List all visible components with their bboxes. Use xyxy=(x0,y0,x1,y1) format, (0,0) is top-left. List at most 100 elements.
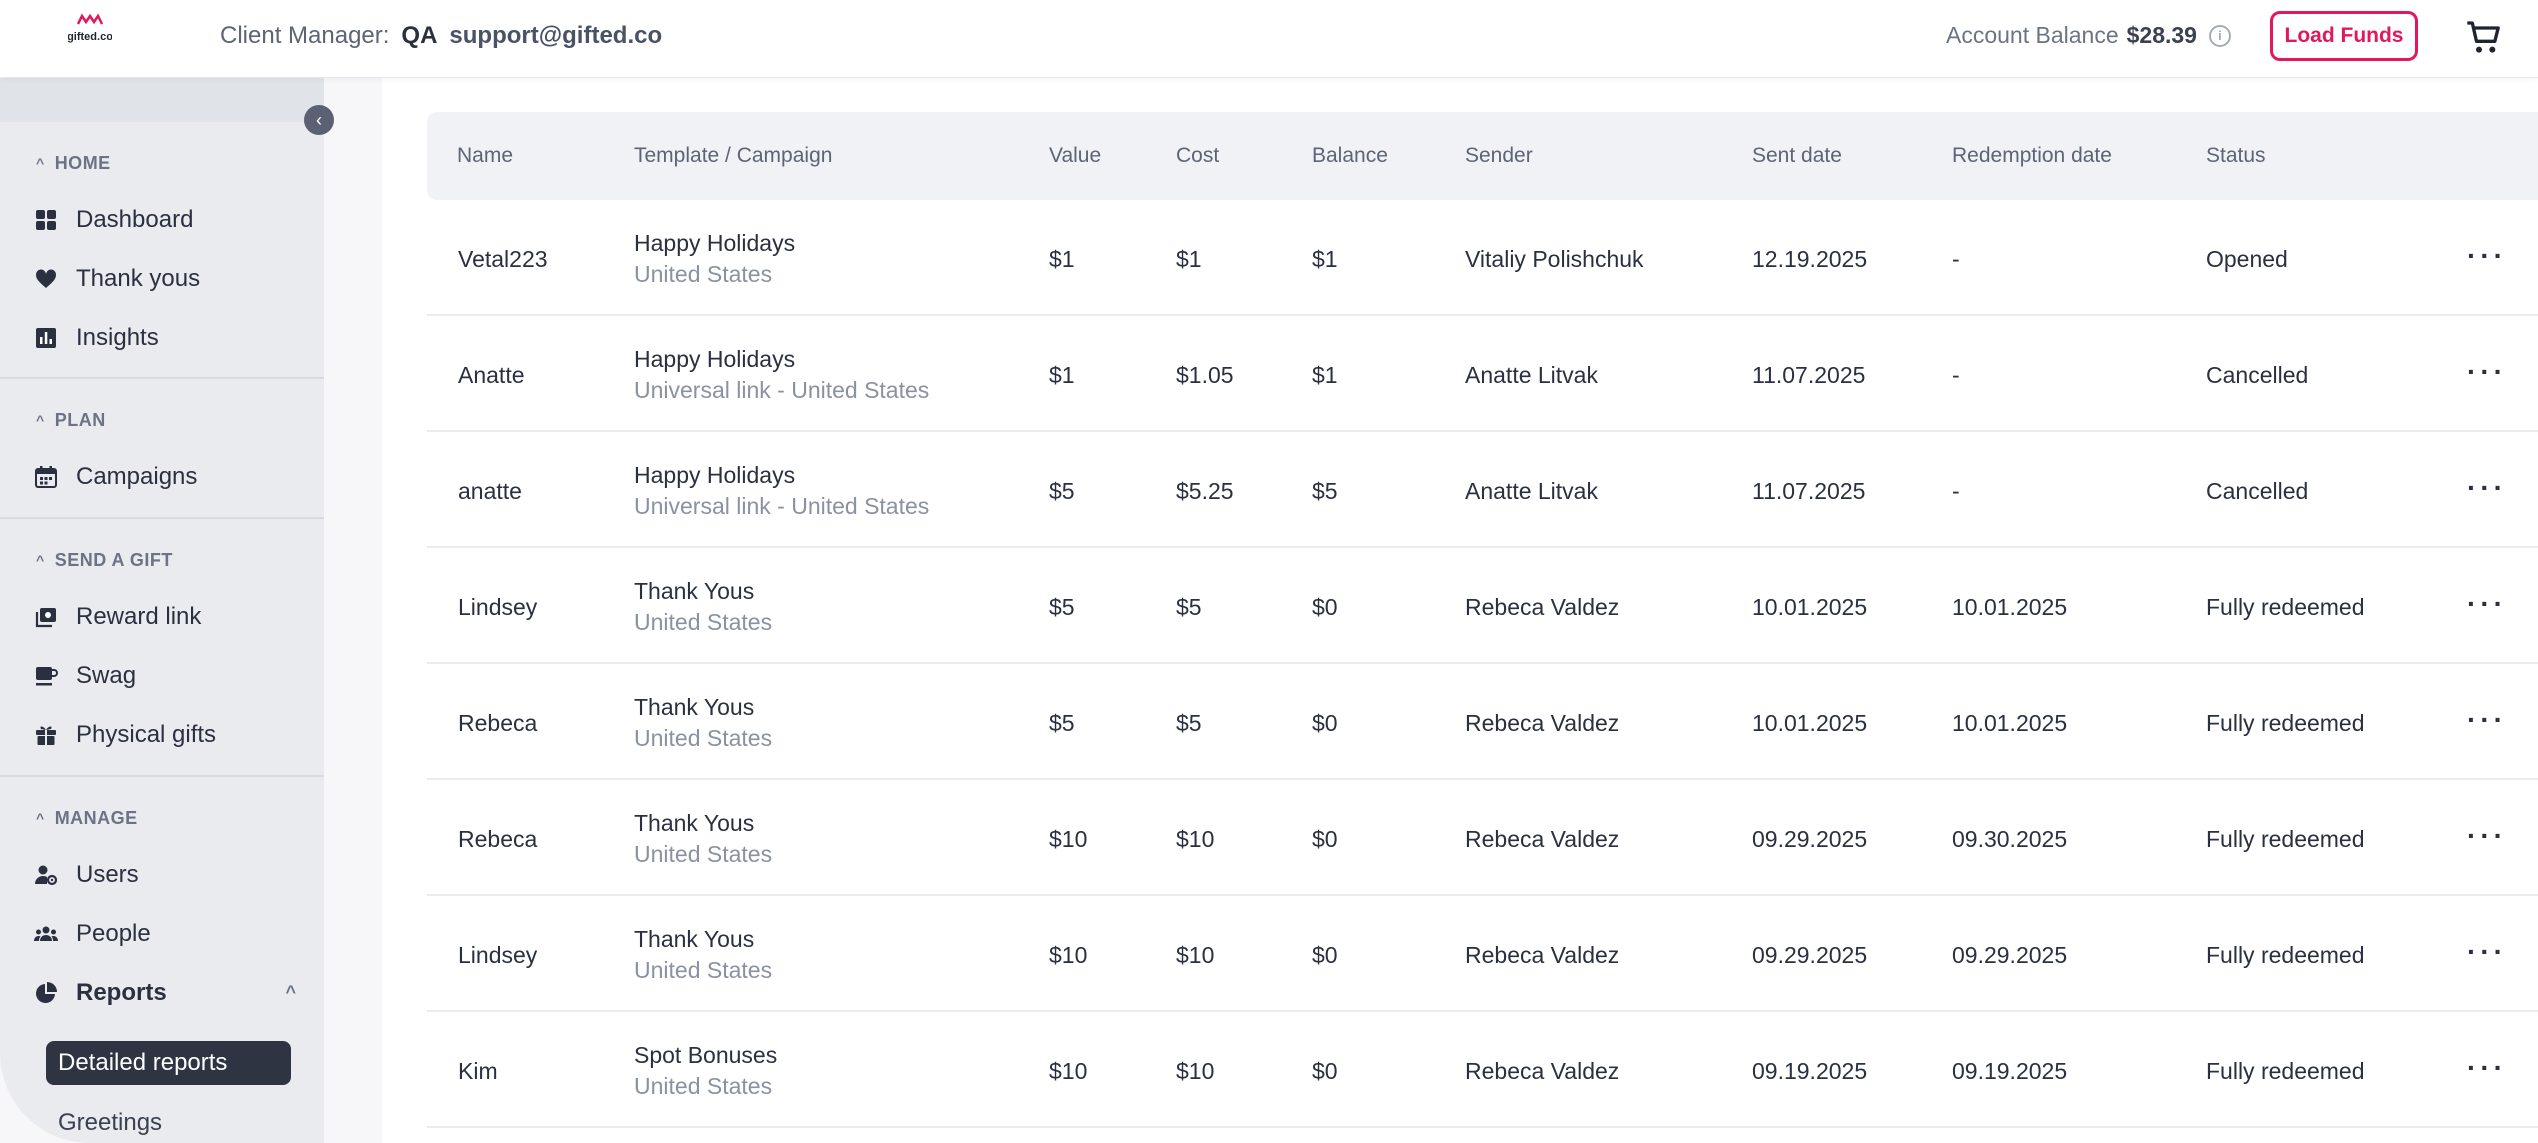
cart-icon[interactable] xyxy=(2464,18,2504,58)
cell-value: $10 xyxy=(1049,942,1088,968)
template-name: Spot Bonuses xyxy=(634,1042,778,1068)
sidebar-divider xyxy=(0,517,324,519)
cell-template-campaign: Happy Holidays Universal link - United S… xyxy=(634,462,929,520)
cell-sent-date: 10.01.2025 xyxy=(1752,594,1868,620)
cell-sent-date: 11.07.2025 xyxy=(1752,362,1866,388)
section-title-home[interactable]: ^ HOME xyxy=(36,152,111,173)
cell-template-campaign: Thank Yous United States xyxy=(634,694,772,752)
more-actions-icon[interactable]: ··· xyxy=(2467,588,2507,619)
column-header-name[interactable]: Name xyxy=(457,144,514,167)
cell-cost: $5 xyxy=(1176,710,1202,736)
more-actions-icon[interactable]: ··· xyxy=(2467,820,2507,851)
more-actions-icon[interactable]: ··· xyxy=(2467,356,2507,387)
cell-sender: Rebeca Valdez xyxy=(1465,942,1620,968)
cell-template-campaign: Thank Yous United States xyxy=(634,926,772,984)
cell-redemption-date: - xyxy=(1952,362,1960,388)
column-header-balance[interactable]: Balance xyxy=(1312,144,1388,167)
sidebar-item-reward-link[interactable]: Reward link xyxy=(0,587,324,646)
column-header-sent-date[interactable]: Sent date xyxy=(1752,144,1842,167)
cell-name: Vetal223 xyxy=(458,246,548,272)
table-body: Vetal223 Happy Holidays United States $1… xyxy=(427,200,2538,1128)
cell-value: $1 xyxy=(1049,246,1075,272)
table-row[interactable]: Lindsey Thank Yous United States $5 $5 $… xyxy=(427,548,2538,664)
collapse-sidebar-button[interactable]: ‹ xyxy=(304,105,334,135)
pie-chart-icon xyxy=(36,981,57,1003)
cell-cost: $5 xyxy=(1176,594,1202,620)
cell-status: Cancelled xyxy=(2206,362,2309,388)
table-row[interactable]: Rebeca Thank Yous United States $10 $10 … xyxy=(427,780,2538,896)
account-balance: Account Balance $28.39 i xyxy=(1946,22,2231,49)
column-header-value[interactable]: Value xyxy=(1049,144,1102,167)
sidebar-item-campaigns[interactable]: Campaigns xyxy=(0,447,324,506)
sidebar-item-swag[interactable]: Swag xyxy=(0,646,324,705)
cell-value: $10 xyxy=(1049,1058,1088,1084)
cell-name: Lindsey xyxy=(458,594,538,620)
sidebar-item-people[interactable]: People xyxy=(0,904,324,963)
sidebar-subitem-detailed-reports[interactable]: Detailed reports xyxy=(46,1041,291,1085)
cell-redemption-date: - xyxy=(1952,246,1960,272)
cell-name: Rebeca xyxy=(458,826,538,852)
more-actions-icon[interactable]: ··· xyxy=(2467,704,2507,735)
client-manager: Client Manager: QA support@gifted.co xyxy=(220,22,662,50)
calendar-icon xyxy=(35,465,57,488)
cell-redemption-date: - xyxy=(1952,478,1960,504)
heart-icon xyxy=(35,268,57,288)
cell-redemption-date: 09.29.2025 xyxy=(1952,942,2068,968)
sidebar-item-dashboard[interactable]: Dashboard xyxy=(0,190,324,249)
cell-redemption-date: 09.30.2025 xyxy=(1952,826,2068,852)
section-title-manage[interactable]: ^ MANAGE xyxy=(36,807,138,828)
chevron-up-icon: ^ xyxy=(36,412,45,428)
sidebar-divider xyxy=(0,377,324,379)
sidebar-item-physical-gifts[interactable]: Physical gifts xyxy=(0,705,324,764)
cell-balance: $0 xyxy=(1312,942,1338,968)
sidebar-item-insights[interactable]: Insights xyxy=(0,308,324,367)
column-header-redemption-date[interactable]: Redemption date xyxy=(1952,144,2112,167)
table-row[interactable]: Lindsey Thank Yous United States $10 $10… xyxy=(427,896,2538,1012)
more-actions-icon[interactable]: ··· xyxy=(2467,472,2507,503)
cell-status: Fully redeemed xyxy=(2206,942,2365,968)
cell-balance: $1 xyxy=(1312,246,1338,272)
cell-sent-date: 12.19.2025 xyxy=(1752,246,1868,272)
load-funds-button[interactable]: Load Funds xyxy=(2270,11,2418,61)
cell-sender: Vitaliy Polishchuk xyxy=(1465,246,1644,272)
cell-redemption-date: 09.19.2025 xyxy=(1952,1058,2068,1084)
sidebar-item-thank-yous[interactable]: Thank yous xyxy=(0,249,324,308)
cell-template-campaign: Thank Yous United States xyxy=(634,810,772,868)
table-row[interactable]: Kim Spot Bonuses United States $10 $10 $… xyxy=(427,1012,2538,1128)
column-header-cost[interactable]: Cost xyxy=(1176,144,1220,167)
cell-sender: Rebeca Valdez xyxy=(1465,594,1620,620)
cell-name: Kim xyxy=(458,1058,498,1084)
column-header-status[interactable]: Status xyxy=(2206,144,2266,167)
sidebar-item-users[interactable]: Users xyxy=(0,845,324,904)
table-row[interactable]: Rebeca Thank Yous United States $5 $5 $0… xyxy=(427,664,2538,780)
campaign-name: Universal link - United States xyxy=(634,377,930,403)
sidebar-item-reports[interactable]: Reports ^ xyxy=(0,963,324,1022)
cell-status: Fully redeemed xyxy=(2206,594,2365,620)
template-name: Thank Yous xyxy=(634,578,755,604)
section-title-plan[interactable]: ^ PLAN xyxy=(36,409,106,430)
column-header-template[interactable]: Template / Campaign xyxy=(634,144,833,167)
cell-sender: Anatte Litvak xyxy=(1465,362,1598,388)
section-title-send-a-gift[interactable]: ^ SEND A GIFT xyxy=(36,549,173,570)
gifted-logo[interactable]: gifted.co xyxy=(68,12,112,56)
column-header-sender[interactable]: Sender xyxy=(1465,144,1533,167)
chevron-left-icon: ‹ xyxy=(316,109,322,130)
cell-cost: $5.25 xyxy=(1176,478,1234,504)
table-row[interactable]: Vetal223 Happy Holidays United States $1… xyxy=(427,200,2538,316)
cell-sent-date: 09.19.2025 xyxy=(1752,1058,1868,1084)
cell-balance: $5 xyxy=(1312,478,1338,504)
cell-cost: $10 xyxy=(1176,1058,1215,1084)
chevron-up-icon[interactable]: ^ xyxy=(285,982,296,1002)
campaign-name: United States xyxy=(634,1073,773,1099)
cell-value: $5 xyxy=(1049,710,1075,736)
more-actions-icon[interactable]: ··· xyxy=(2467,1052,2507,1083)
cell-value: $10 xyxy=(1049,826,1088,852)
more-actions-icon[interactable]: ··· xyxy=(2467,240,2507,271)
table-row[interactable]: anatte Happy Holidays Universal link - U… xyxy=(427,432,2538,548)
template-name: Happy Holidays xyxy=(634,346,796,372)
info-icon[interactable]: i xyxy=(2208,24,2231,47)
section-plan: ^ PLAN Campaigns xyxy=(0,405,324,506)
more-actions-icon[interactable]: ··· xyxy=(2467,936,2507,967)
table-row[interactable]: Anatte Happy Holidays Universal link - U… xyxy=(427,316,2538,432)
sidebar-subitem-greetings[interactable]: Greetings xyxy=(58,1109,163,1136)
